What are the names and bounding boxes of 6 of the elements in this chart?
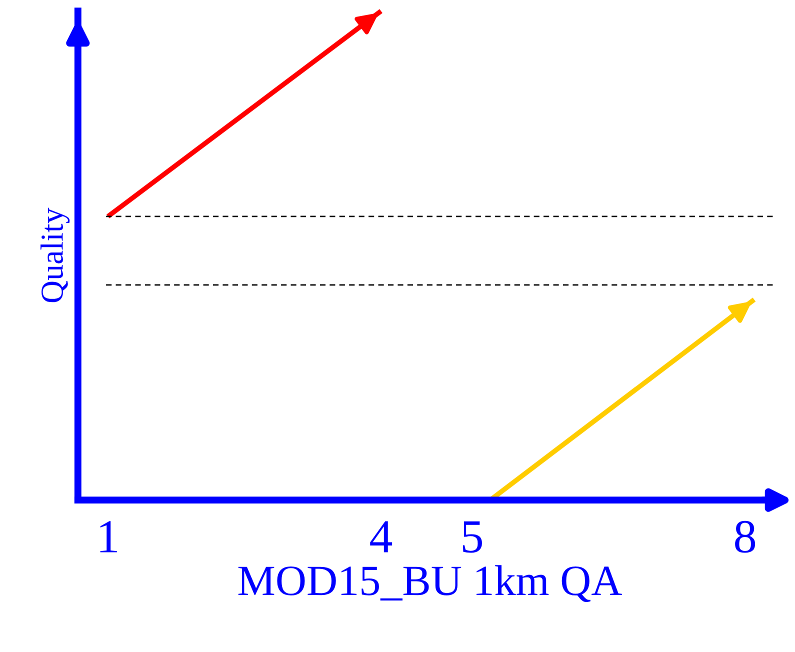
y-axis-title: Quality bbox=[40, 208, 70, 302]
x-tick-label: 1 bbox=[100, 521, 117, 552]
x-axis-title: MOD15_BU 1km QA bbox=[238, 565, 622, 602]
x-tick-label: 4 bbox=[370, 521, 392, 552]
x-tick-label: 8 bbox=[735, 520, 756, 553]
x-tick-label: 5 bbox=[462, 521, 482, 553]
